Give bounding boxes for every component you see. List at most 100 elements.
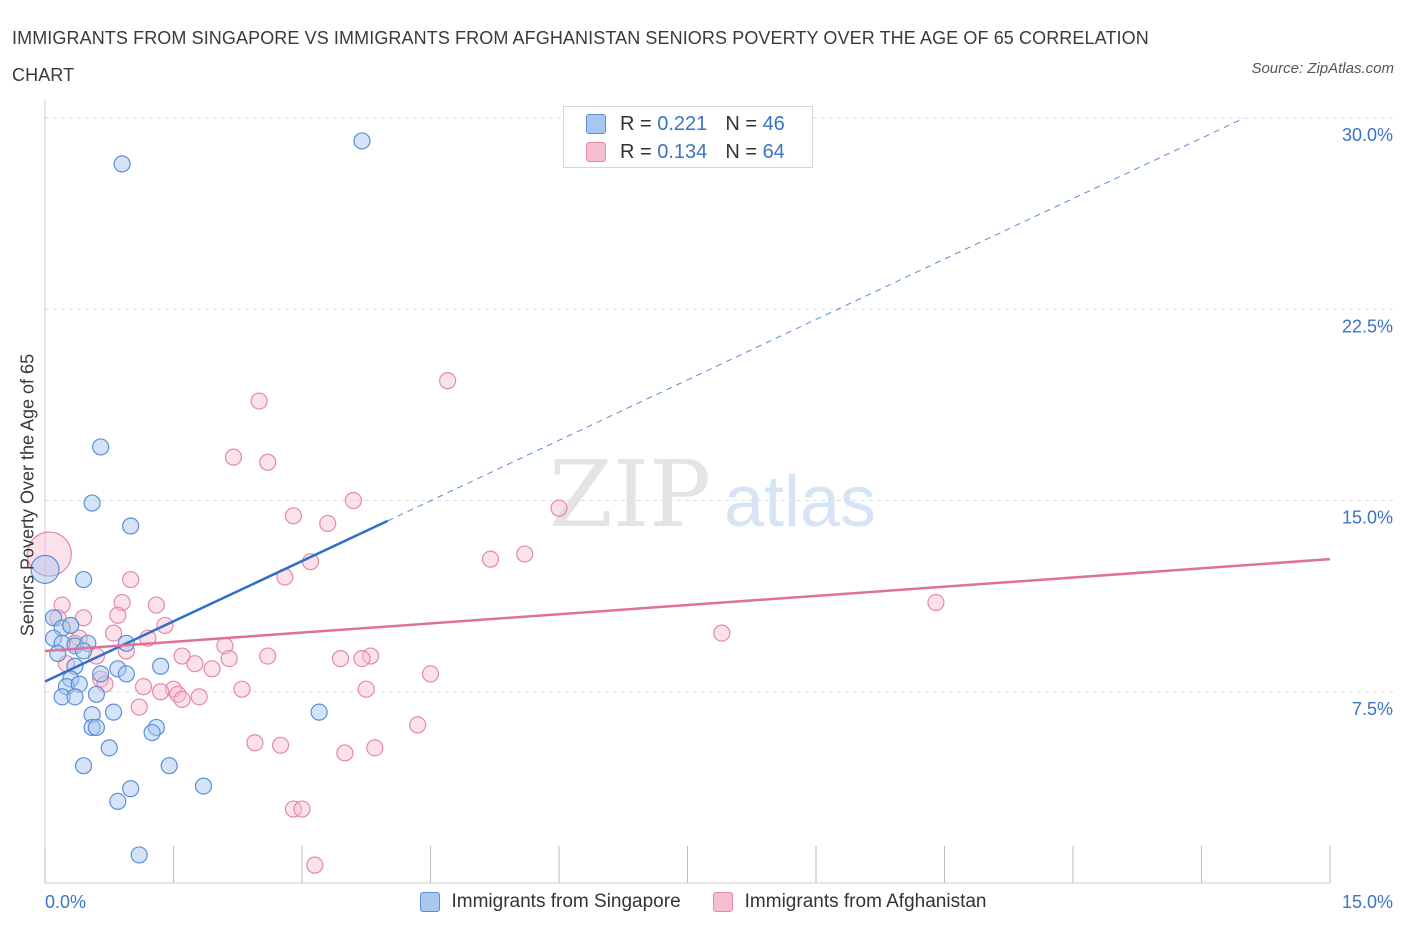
singapore-point [87,685,106,703]
singapore-point [113,155,131,173]
afghanistan-point [550,499,568,517]
singapore-point [100,739,118,757]
singapore-point [109,792,127,811]
afghanistan-point [336,744,354,762]
afghanistan-point [516,545,534,563]
afghanistan-point [259,453,277,471]
singapore-point [83,494,101,512]
singapore-point [92,438,110,456]
stats-row-afghanistan: R = 0.134 N = 64 [586,140,785,164]
singapore-point [353,132,371,150]
r-value: 0.134 [657,140,708,163]
afghanistan-point [344,491,362,510]
y-tick-label: 22.5% [1342,316,1393,336]
x-tick-label: 0.0% [45,892,86,912]
r-value: 0.221 [657,112,708,135]
singapore-trend-line [44,519,389,683]
bottom-legend: Immigrants from Singapore Immigrants fro… [0,888,1406,916]
afghanistan-point [109,606,127,624]
singapore-point [74,642,93,660]
afghanistan-point [233,680,251,698]
singapore-point [310,703,328,721]
afghanistan-point [421,665,440,683]
afghanistan-point [104,624,123,642]
n-label: N = [725,112,757,135]
r-label: R = [620,140,652,163]
singapore-point [194,777,213,795]
afghanistan-point [74,609,93,627]
afghanistan-point [147,596,165,614]
afghanistan-point [331,649,350,668]
afghanistan-point [271,736,290,754]
afghanistan-point [224,448,243,466]
tick-labels: 7.5% 15.0% 22.5% 30.0% 0.0% 15.0% [45,125,1393,912]
legend-item-afghanistan[interactable]: Immigrants from Afghanistan [712,891,987,913]
afghanistan-point [152,683,170,701]
singapore-point [122,780,140,798]
singapore-point [92,665,110,683]
afghanistan-point [713,624,731,642]
singapore-point [62,616,80,635]
singapore-point [122,517,140,535]
legend-item-singapore[interactable]: Immigrants from Singapore [419,891,681,913]
singapore-point [143,723,161,742]
stats-legend: R = 0.221 N = 46 R = 0.134 N = 64 [563,106,813,168]
afghanistan-point [481,550,500,568]
singapore-swatch [419,892,440,912]
afghanistan-point [130,698,148,716]
singapore-point [49,644,67,663]
n-label: N = [725,140,757,163]
source-label: Source: ZipAtlas.com [1251,60,1394,77]
singapore-point [130,846,148,864]
afghanistan-point [113,593,131,612]
singapore-point [104,703,123,721]
afghanistan-point [173,647,191,665]
singapore-point [30,554,60,584]
afghanistan-point [53,596,71,614]
singapore-trend-extension [387,117,1245,522]
afghanistan-point [186,655,204,673]
r-label: R = [620,112,652,135]
watermark-atlas: atlas [724,462,876,542]
singapore-point [117,665,135,683]
singapore-point [87,718,106,737]
legend-label-singapore: Immigrants from Singapore [451,891,681,912]
afghanistan-points [26,372,945,874]
stats-row-singapore: R = 0.221 N = 46 [586,112,785,136]
afghanistan-point [173,690,191,709]
singapore-point [74,757,93,775]
singapore-point [66,688,84,706]
n-value: 64 [762,140,785,163]
legend-label-afghanistan: Immigrants from Afghanistan [744,891,987,912]
singapore-point [74,570,93,589]
afghanistan-point [293,800,311,818]
afghanistan-point [357,680,375,698]
afghanistan-swatch [712,892,733,912]
grid-lines [45,117,1395,693]
n-value: 46 [762,112,785,135]
afghanistan-point [246,734,264,752]
singapore-points [30,132,371,864]
afghanistan-point [439,372,457,390]
afghanistan-point [203,660,221,678]
y-tick-label: 30.0% [1342,125,1393,145]
afghanistan-point [306,856,324,874]
afghanistan-point [190,688,208,706]
axes [44,100,1331,884]
y-tick-label: 15.0% [1342,508,1393,528]
afghanistan-point [319,514,337,533]
singapore-point [160,757,178,775]
y-axis-label: Seniors Poverty Over the Age of 65 [17,353,38,637]
trend-lines [44,117,1331,683]
afghanistan-point [927,593,945,612]
singapore-point [152,657,170,675]
afghanistan-point [284,507,303,525]
singapore-swatch [586,114,606,134]
afghanistan-trend-line [44,557,1331,653]
afghanistan-point [353,649,371,668]
afghanistan-point [250,392,268,410]
chart-title: IMMIGRANTS FROM SINGAPORE VS IMMIGRANTS … [12,28,1149,85]
y-tick-label: 7.5% [1352,699,1393,719]
watermark-zip: ZIP [549,441,711,548]
